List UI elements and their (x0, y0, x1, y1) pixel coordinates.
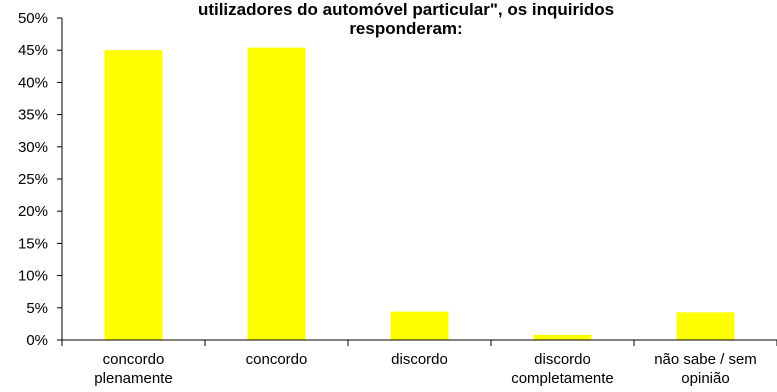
y-tick-label: 5% (26, 300, 48, 317)
chart-title-line-2: responderam: (349, 19, 462, 38)
category-label: opinião (681, 370, 729, 387)
category-label: concordo (246, 351, 308, 368)
bar (676, 312, 735, 340)
category-label: concordo (103, 351, 165, 368)
bar (247, 47, 306, 341)
y-tick-label: 45% (18, 42, 48, 59)
bar (104, 50, 163, 340)
category-label: plenamente (94, 370, 172, 387)
y-tick-label: 15% (18, 235, 48, 252)
y-tick-label: 20% (18, 203, 48, 220)
category-label: discordo (391, 351, 448, 368)
chart-title-line-1: utilizadores do automóvel particular", o… (198, 0, 614, 19)
category-label: não sabe / sem (654, 351, 757, 368)
y-tick-label: 25% (18, 171, 48, 188)
y-tick-label: 40% (18, 74, 48, 91)
bar (533, 334, 592, 340)
y-axis: 0% 5% 10% 15% 20% 25% 30% 35% 40% 45% 50% (18, 10, 63, 349)
category-label: discordo (534, 351, 591, 368)
bars (104, 47, 735, 341)
y-tick-label: 10% (18, 268, 48, 285)
chart-title: utilizadores do automóvel particular", o… (198, 0, 614, 38)
bar (390, 311, 449, 340)
y-tick-label: 50% (18, 10, 48, 27)
x-axis: concordo plenamente concordo discordo discor… (61, 339, 777, 387)
y-tick-label: 35% (18, 107, 48, 124)
category-label: completamente (511, 370, 614, 387)
y-tick-label: 30% (18, 139, 48, 156)
y-tick-label: 0% (26, 332, 48, 349)
